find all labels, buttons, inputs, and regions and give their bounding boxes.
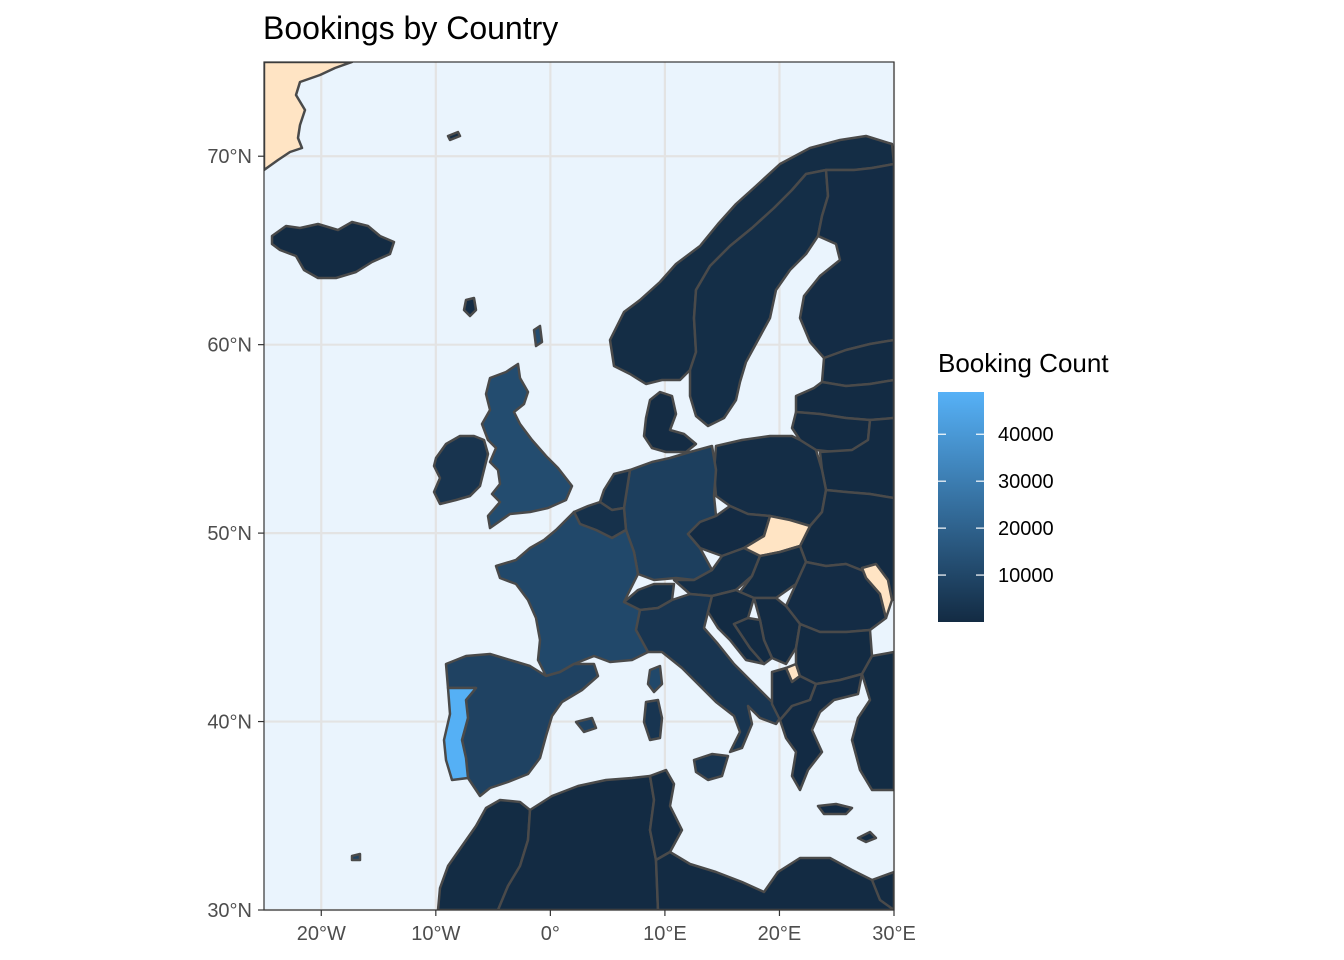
region-cyprus[interactable] bbox=[856, 830, 878, 844]
region-balearics[interactable] bbox=[574, 716, 598, 734]
legend-tick-label: 10000 bbox=[998, 565, 1054, 587]
country-greenland[interactable] bbox=[264, 62, 354, 172]
legend-title: Booking Count bbox=[938, 348, 1109, 378]
y-tick-label: 40°N bbox=[207, 712, 252, 734]
country-egypt[interactable] bbox=[870, 870, 894, 910]
country-iceland[interactable] bbox=[270, 220, 396, 280]
country-ireland[interactable] bbox=[432, 434, 490, 506]
x-tick-label: 20°E bbox=[758, 923, 802, 945]
y-tick-label: 70°N bbox=[207, 146, 252, 168]
map-axes: 20°W 10°W 0° 10°E 20°E 30°E 30°N 40°N 50°N 60°N 70… bbox=[207, 146, 915, 945]
region-crete[interactable] bbox=[816, 802, 854, 816]
region-madeira-canary[interactable] bbox=[350, 852, 362, 862]
x-tick-label: 30°E bbox=[872, 923, 916, 945]
region-faroe-islands[interactable] bbox=[462, 296, 478, 318]
region-jan-mayen[interactable] bbox=[446, 130, 462, 142]
country-turkey[interactable] bbox=[850, 650, 894, 792]
x-tick-label: 10°E bbox=[643, 923, 687, 945]
x-tick-label: 0° bbox=[541, 923, 560, 945]
country-finland[interactable] bbox=[798, 162, 894, 360]
legend-ticks: 10000 20000 30000 40000 bbox=[938, 424, 1054, 587]
y-tick-label: 30°N bbox=[207, 900, 252, 922]
country-sweden[interactable] bbox=[688, 168, 830, 428]
y-tick-label: 50°N bbox=[207, 523, 252, 545]
region-sardinia[interactable] bbox=[642, 698, 664, 742]
country-portugal[interactable] bbox=[442, 686, 478, 782]
region-shetland[interactable] bbox=[532, 324, 544, 348]
country-libya[interactable] bbox=[654, 850, 894, 910]
country-moldova[interactable] bbox=[860, 562, 894, 620]
x-tick-label: 10°W bbox=[411, 923, 460, 945]
legend-colorbar bbox=[938, 392, 984, 622]
country-united-kingdom[interactable] bbox=[480, 362, 574, 530]
legend-tick-label: 40000 bbox=[998, 424, 1054, 446]
legend-tick-label: 30000 bbox=[998, 471, 1054, 493]
map-panel-border bbox=[263, 61, 895, 911]
legend-tick-label: 20000 bbox=[998, 518, 1054, 540]
country-tunisia[interactable] bbox=[648, 768, 684, 862]
chart-title: Bookings by Country bbox=[263, 10, 559, 46]
country-germany[interactable] bbox=[622, 444, 718, 582]
country-denmark[interactable] bbox=[642, 390, 698, 454]
country-bosnia[interactable] bbox=[732, 616, 774, 666]
country-greece[interactable] bbox=[778, 672, 864, 792]
x-tick-label: 20°W bbox=[297, 923, 346, 945]
region-corsica[interactable] bbox=[646, 664, 664, 694]
y-tick-label: 60°N bbox=[207, 335, 252, 357]
legend: 10000 20000 30000 40000 bbox=[938, 392, 1054, 622]
country-layer bbox=[264, 62, 894, 910]
region-sicily[interactable] bbox=[692, 752, 730, 782]
